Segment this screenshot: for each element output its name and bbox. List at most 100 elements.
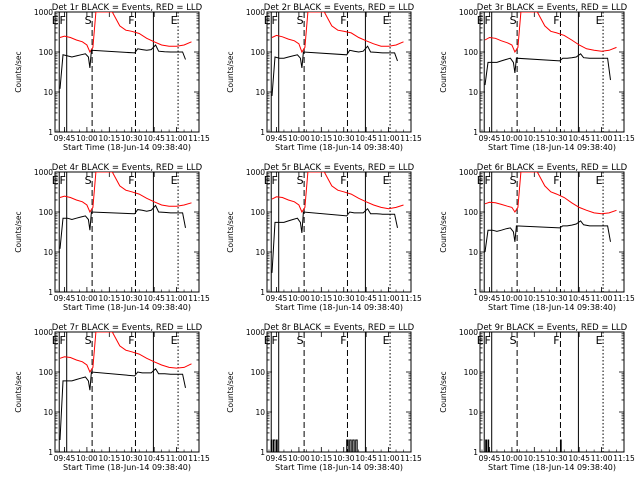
x-tick-label: 10:30 bbox=[121, 134, 143, 143]
marker-label: E bbox=[383, 14, 390, 27]
marker-label: E bbox=[383, 334, 390, 347]
marker-label: E bbox=[264, 334, 271, 347]
events-series-line bbox=[271, 208, 398, 273]
y-axis-label: Counts/sec bbox=[439, 371, 448, 412]
y-tick-label: 1000 bbox=[459, 8, 478, 17]
x-tick-label: 10:00 bbox=[76, 294, 98, 303]
x-tick-label: 10:15 bbox=[98, 294, 120, 303]
x-tick-label: 10:45 bbox=[143, 134, 165, 143]
x-tick-label: 10:00 bbox=[76, 454, 98, 463]
x-tick-label: 10:45 bbox=[568, 294, 590, 303]
y-tick-label: 1 bbox=[48, 288, 53, 297]
y-tick-label: 1000 bbox=[246, 168, 265, 177]
x-tick-label: 09:45 bbox=[266, 134, 288, 143]
plot-frame bbox=[266, 11, 412, 133]
y-tick-label: 10 bbox=[255, 408, 265, 417]
y-tick-label: 10 bbox=[43, 408, 53, 417]
y-tick-label: 10 bbox=[468, 248, 478, 257]
x-tick-label: 10:30 bbox=[333, 454, 355, 463]
y-tick-label: 10 bbox=[468, 88, 478, 97]
panel-6r: Det 6r BLACK = Events, RED = LLD 1 10 100 10… bbox=[439, 163, 635, 312]
marker-label: E bbox=[171, 334, 178, 347]
x-tick-label: 10:45 bbox=[143, 294, 165, 303]
panel-9r: Det 9r BLACK = Events, RED = LLD 1 10 100 10… bbox=[439, 323, 635, 472]
y-tick-label: 1 bbox=[473, 288, 478, 297]
x-tick-label: 11:15 bbox=[188, 454, 210, 463]
marker-label: E bbox=[52, 14, 59, 27]
x-tick-label: 10:00 bbox=[501, 454, 523, 463]
marker-label: F bbox=[340, 174, 346, 187]
x-tick-label: 11:00 bbox=[591, 454, 613, 463]
x-tick-label: 10:15 bbox=[98, 134, 120, 143]
x-tick-label: 10:30 bbox=[333, 134, 355, 143]
lld-series-line bbox=[59, 332, 192, 374]
y-axis-label: Counts/sec bbox=[439, 51, 448, 92]
marker-label: E bbox=[264, 174, 271, 187]
x-tick-label: 10:15 bbox=[310, 454, 332, 463]
panel-7r: Det 7r BLACK = Events, RED = LLD 1 10 100 10… bbox=[14, 323, 210, 472]
x-tick-label: 11:00 bbox=[378, 454, 400, 463]
y-axis-label: Counts/sec bbox=[14, 51, 23, 92]
panel-2r: Det 2r BLACK = Events, RED = LLD 1 10 100 10… bbox=[226, 3, 422, 152]
marker-label: F bbox=[485, 14, 491, 27]
x-tick-label: 11:00 bbox=[166, 134, 188, 143]
marker-label: F bbox=[340, 334, 346, 347]
marker-label: F bbox=[128, 174, 134, 187]
panel-title: Det 1r BLACK = Events, RED = LLD bbox=[52, 3, 203, 13]
y-tick-label: 1 bbox=[260, 288, 265, 297]
panel-title: Det 4r BLACK = Events, RED = LLD bbox=[52, 163, 203, 173]
y-tick-label: 100 bbox=[251, 48, 266, 57]
x-tick-label: 10:30 bbox=[121, 294, 143, 303]
events-series-line bbox=[484, 53, 611, 86]
x-tick-label: 09:45 bbox=[54, 134, 76, 143]
marker-label: E bbox=[52, 174, 59, 187]
panel-title: Det 8r BLACK = Events, RED = LLD bbox=[264, 323, 415, 333]
x-tick-label: 11:15 bbox=[613, 134, 635, 143]
marker-label: F bbox=[272, 334, 278, 347]
marker-label: S bbox=[85, 14, 92, 27]
x-tick-label: 11:00 bbox=[378, 134, 400, 143]
x-tick-label: 10:30 bbox=[333, 294, 355, 303]
x-tick-label: 09:45 bbox=[479, 134, 501, 143]
marker-label: S bbox=[510, 334, 517, 347]
x-axis-label: Start Time (18-Jun-14 09:38:40) bbox=[488, 463, 616, 472]
x-tick-label: 10:00 bbox=[501, 134, 523, 143]
lld-series-line bbox=[59, 12, 192, 54]
x-tick-label: 10:30 bbox=[121, 454, 143, 463]
marker-label: E bbox=[596, 334, 603, 347]
events-series-line bbox=[271, 45, 398, 96]
x-tick-label: 10:00 bbox=[501, 294, 523, 303]
y-axis-label: Counts/sec bbox=[14, 211, 23, 252]
y-tick-label: 1 bbox=[260, 128, 265, 137]
y-axis-label: Counts/sec bbox=[226, 51, 235, 92]
plot-frame bbox=[479, 331, 625, 453]
x-tick-label: 09:45 bbox=[266, 294, 288, 303]
y-tick-label: 10 bbox=[468, 408, 478, 417]
marker-label: S bbox=[297, 14, 304, 27]
x-tick-label: 10:30 bbox=[546, 134, 568, 143]
marker-label: S bbox=[297, 334, 304, 347]
panel-1r: Det 1r BLACK = Events, RED = LLD 1 10 100 10… bbox=[14, 3, 210, 152]
x-tick-label: 10:00 bbox=[288, 294, 310, 303]
lld-series-line bbox=[271, 12, 404, 54]
y-tick-label: 1 bbox=[48, 448, 53, 457]
x-tick-label: 11:15 bbox=[613, 454, 635, 463]
x-tick-label: 10:00 bbox=[76, 134, 98, 143]
y-tick-label: 1000 bbox=[34, 8, 53, 17]
marker-label: E bbox=[171, 174, 178, 187]
marker-label: F bbox=[553, 334, 559, 347]
y-tick-label: 1 bbox=[473, 128, 478, 137]
marker-label: S bbox=[510, 174, 517, 187]
x-tick-label: 10:15 bbox=[523, 454, 545, 463]
x-tick-label: 10:00 bbox=[288, 134, 310, 143]
panel-3r: Det 3r BLACK = Events, RED = LLD 1 10 100 10… bbox=[439, 3, 635, 152]
events-series-line bbox=[270, 439, 358, 452]
x-tick-label: 10:15 bbox=[310, 294, 332, 303]
y-tick-label: 1 bbox=[48, 128, 53, 137]
x-tick-label: 11:15 bbox=[613, 294, 635, 303]
marker-label: E bbox=[383, 174, 390, 187]
lld-series-line bbox=[484, 12, 617, 54]
x-tick-label: 11:00 bbox=[591, 294, 613, 303]
x-tick-label: 10:45 bbox=[355, 134, 377, 143]
